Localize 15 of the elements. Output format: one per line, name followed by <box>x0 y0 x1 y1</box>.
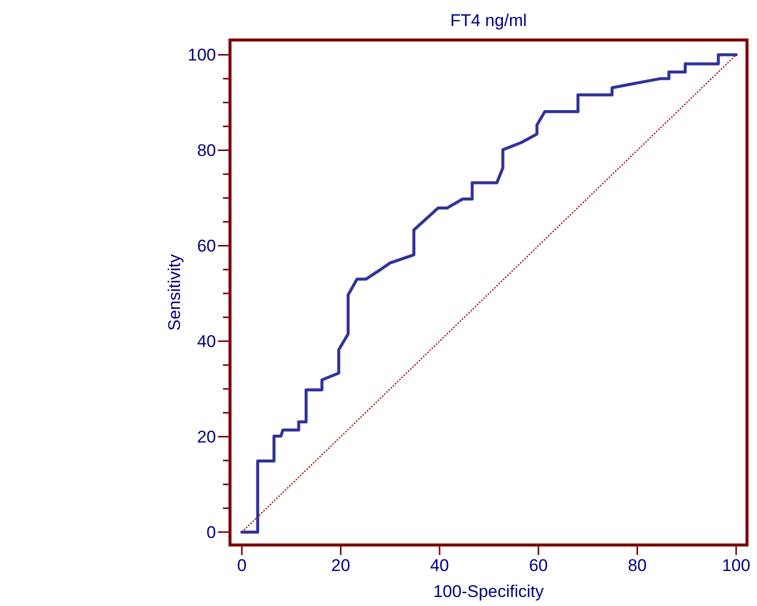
y-tick-label: 100 <box>188 46 216 65</box>
y-axis-title: Sensitivity <box>165 254 184 331</box>
x-tick-label: 60 <box>528 556 548 575</box>
y-tick-label: 80 <box>197 141 216 160</box>
x-tick-label: 40 <box>430 556 450 575</box>
y-tick-label: 0 <box>206 523 216 542</box>
x-axis-title: 100-Specificity <box>433 582 544 601</box>
chart-title: FT4 ng/ml <box>450 11 527 30</box>
x-tick-label: 20 <box>331 556 350 575</box>
y-tick-label: 20 <box>197 428 216 447</box>
y-tick-label: 60 <box>197 236 216 256</box>
x-tick-label: 80 <box>628 556 647 575</box>
x-tick-label: 100 <box>722 556 750 575</box>
y-tick-label: 40 <box>197 332 216 352</box>
x-tick-label: 0 <box>237 556 247 575</box>
